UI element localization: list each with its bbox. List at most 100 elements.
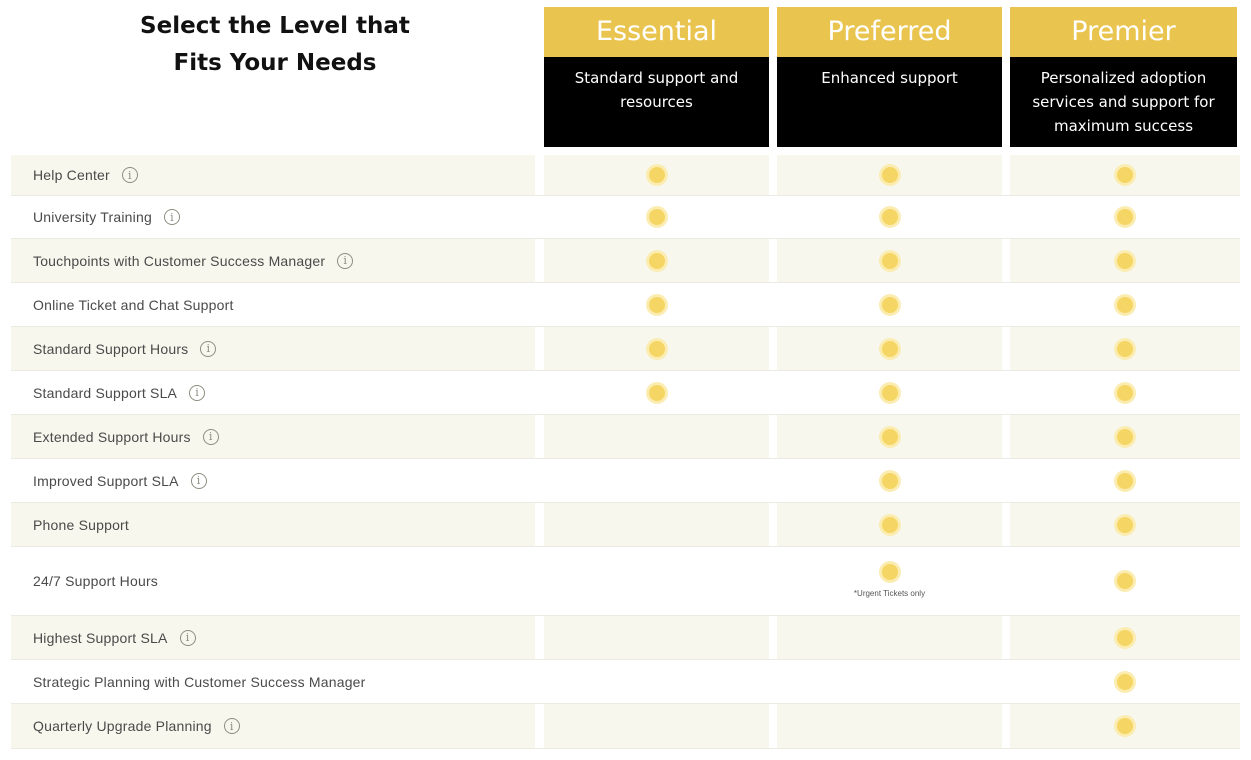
- tier-cell-note: *Urgent Tickets only: [853, 589, 926, 598]
- feature-cell: Highest Support SLA i: [11, 616, 535, 659]
- included-dot-icon: [881, 296, 898, 313]
- info-icon[interactable]: i: [202, 428, 219, 445]
- feature-label: Phone Support: [33, 516, 130, 533]
- included-dot-icon: [881, 384, 898, 401]
- table-row: Help Center i: [11, 155, 1240, 196]
- feature-cell: University Training i: [11, 196, 535, 238]
- tier-cell-essential: [544, 155, 769, 195]
- feature-cell: Quarterly Upgrade Planning i: [11, 704, 535, 748]
- tier-cell-premier: [1010, 459, 1240, 502]
- feature-cell: Standard Support Hours i: [11, 327, 535, 370]
- tier-cell-premier: [1010, 155, 1240, 195]
- included-dot-icon: [881, 252, 898, 269]
- info-icon[interactable]: i: [189, 384, 206, 401]
- tier-name-premier: Premier: [1010, 7, 1237, 57]
- included-dot-icon: [648, 252, 665, 269]
- info-icon[interactable]: i: [337, 252, 354, 269]
- included-dot-icon: [1117, 673, 1133, 690]
- included-dot-icon: [881, 472, 898, 489]
- included-dot-icon: [881, 428, 898, 445]
- included-dot-icon: [881, 167, 898, 183]
- table-row: Standard Support Hours i: [11, 327, 1240, 371]
- table-row: University Training i: [11, 196, 1240, 239]
- page-heading: Select the Level that Fits Your Needs: [40, 8, 510, 82]
- tier-cell-premier: [1010, 196, 1240, 238]
- tier-cell-essential: [544, 704, 769, 748]
- tier-cell-premier: [1010, 616, 1240, 659]
- feature-label: Touchpoints with Customer Success Manage…: [33, 252, 326, 269]
- feature-label: Highest Support SLA: [33, 629, 168, 646]
- info-icon[interactable]: i: [190, 472, 207, 489]
- included-dot-icon: [648, 340, 665, 357]
- table-row: Improved Support SLA i: [11, 459, 1240, 503]
- tier-cell-premier: [1010, 415, 1240, 458]
- included-dot-icon: [1117, 209, 1133, 225]
- included-dot-icon: [881, 516, 898, 533]
- feature-label: 24/7 Support Hours: [33, 573, 159, 589]
- included-dot-icon: [1117, 718, 1133, 734]
- tier-cell-preferred: [777, 327, 1002, 370]
- info-icon[interactable]: i: [163, 209, 180, 225]
- feature-cell: Online Ticket and Chat Support: [11, 283, 535, 326]
- tier-cell-preferred: [777, 283, 1002, 326]
- table-row: 24/7 Support Hours *Urgent Tickets only: [11, 547, 1240, 616]
- feature-label: Quarterly Upgrade Planning: [33, 718, 212, 734]
- tier-cell-preferred: [777, 459, 1002, 502]
- tier-cell-premier: [1010, 547, 1240, 615]
- feature-cell: Help Center i: [11, 155, 535, 195]
- table-row: Strategic Planning with Customer Success…: [11, 660, 1240, 704]
- table-row: Quarterly Upgrade Planning i: [11, 704, 1240, 749]
- info-icon[interactable]: i: [121, 167, 138, 183]
- tier-cell-premier: [1010, 503, 1240, 546]
- tier-name-preferred: Preferred: [777, 7, 1002, 57]
- tier-cell-preferred: [777, 196, 1002, 238]
- info-icon[interactable]: i: [179, 629, 196, 646]
- tier-header-preferred: Preferred Enhanced support: [777, 7, 1002, 147]
- tier-cell-essential: [544, 616, 769, 659]
- tier-cell-preferred: [777, 660, 1002, 703]
- included-dot-icon: [648, 296, 665, 313]
- feature-label: Standard Support SLA: [33, 384, 178, 401]
- feature-cell: Touchpoints with Customer Success Manage…: [11, 239, 535, 282]
- feature-label: Online Ticket and Chat Support: [33, 296, 234, 313]
- tier-cell-preferred: [777, 616, 1002, 659]
- tier-cell-preferred: *Urgent Tickets only: [777, 547, 1002, 615]
- included-dot-icon: [648, 167, 665, 183]
- included-dot-icon: [1117, 252, 1133, 269]
- included-dot-icon: [648, 209, 665, 225]
- table-row: Online Ticket and Chat Support: [11, 283, 1240, 327]
- tier-cell-premier: [1010, 660, 1240, 703]
- table-row: Extended Support Hours i: [11, 415, 1240, 459]
- table-row: Touchpoints with Customer Success Manage…: [11, 239, 1240, 283]
- feature-label: Help Center: [33, 167, 110, 183]
- included-dot-icon: [1117, 340, 1133, 357]
- tier-cell-essential: [544, 371, 769, 414]
- feature-label: University Training: [33, 209, 152, 225]
- tier-name-essential: Essential: [544, 7, 769, 57]
- info-icon[interactable]: i: [200, 340, 217, 357]
- tier-cell-essential: [544, 503, 769, 546]
- included-dot-icon: [881, 209, 898, 225]
- feature-label: Improved Support SLA: [33, 472, 179, 489]
- feature-label: Standard Support Hours: [33, 340, 189, 357]
- info-icon[interactable]: i: [223, 718, 240, 734]
- included-dot-icon: [881, 340, 898, 357]
- feature-cell: Phone Support: [11, 503, 535, 546]
- included-dot-icon: [1117, 167, 1133, 183]
- feature-label: Extended Support Hours: [33, 428, 191, 445]
- tier-cell-preferred: [777, 503, 1002, 546]
- included-dot-icon: [1117, 296, 1133, 313]
- tier-cell-premier: [1010, 239, 1240, 282]
- tier-cell-essential: [544, 415, 769, 458]
- tier-cell-premier: [1010, 704, 1240, 748]
- feature-cell: Standard Support SLA i: [11, 371, 535, 414]
- feature-cell: 24/7 Support Hours: [11, 547, 535, 615]
- feature-label: Strategic Planning with Customer Success…: [33, 673, 366, 690]
- tier-cell-essential: [544, 660, 769, 703]
- tier-cell-essential: [544, 239, 769, 282]
- included-dot-icon: [648, 384, 665, 401]
- tier-cell-preferred: [777, 415, 1002, 458]
- tier-cell-essential: [544, 283, 769, 326]
- tier-cell-preferred: [777, 155, 1002, 195]
- tier-cell-premier: [1010, 283, 1240, 326]
